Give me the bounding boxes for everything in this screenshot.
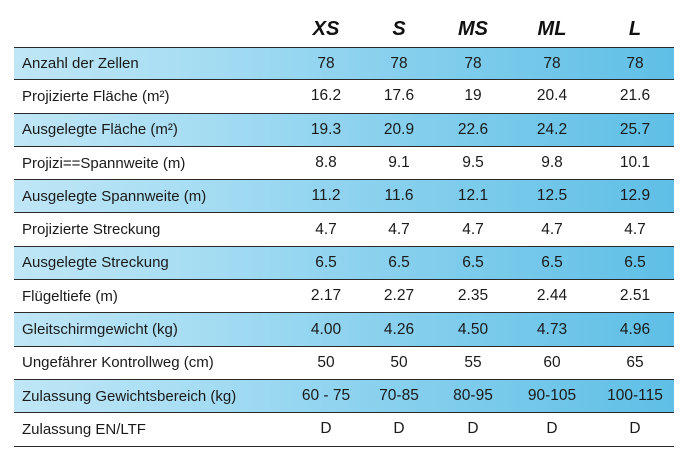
table-cell: 4.96 [619,320,651,338]
header-size-l: L [628,18,642,40]
table-cell: 9.8 [541,154,563,172]
table-cell: 20.9 [383,120,415,138]
table-cell: 12.1 [457,187,489,205]
table-cell: 50 [390,353,408,371]
table-cell: 2.27 [383,287,415,305]
table-cell: 6.5 [315,253,337,271]
row-label: Ausgelegte Spannweite (m) [22,187,207,205]
table-cell: D [467,420,479,438]
row-label: Gleitschirmgewicht (kg) [22,321,178,339]
table-cell: 70-85 [379,387,419,405]
table-cell: 4.7 [462,220,484,238]
table-cell: 78 [317,54,335,72]
table-row: Ungefährer Kontrollweg (cm) 50 50 55 60 65 [14,347,674,380]
table-cell: 19 [464,87,482,105]
table-cell: 78 [543,54,561,72]
row-label: Ausgelegte Fläche (m²) [22,121,178,139]
row-label: Zulassung Gewichtsbereich (kg) [22,387,237,405]
table-cell: 4.7 [624,220,646,238]
table-cell: 10.1 [619,154,651,172]
table-cell: 6.5 [462,253,484,271]
table-cell: 6.5 [624,253,646,271]
table-cell: 11.2 [311,187,341,205]
table-row: Gleitschirmgewicht (kg) 4.00 4.26 4.50 4.73 4… [14,313,674,347]
table-cell: 24.2 [536,120,568,138]
table-cell: 11.6 [384,187,414,205]
row-label: Projizierte Fläche (m²) [22,87,170,105]
table-cell: 4.7 [388,220,410,238]
table-cell: 4.7 [541,220,563,238]
table-cell: 2.35 [457,287,489,305]
header-size-ms: MS [458,18,488,40]
table-row: Ausgelegte Streckung 6.5 6.5 6.5 6.5 6.5 [14,246,674,281]
table-row: Ausgelegte Spannweite (m) 11.2 11.6 12.1 12.… [14,180,674,214]
table-cell: 22.6 [457,120,489,138]
table-cell: 80-95 [453,387,493,405]
row-label: Anzahl der Zellen [22,55,139,73]
table-cell: 78 [626,54,644,72]
table-cell: D [546,420,558,438]
header-size-s: S [392,18,406,40]
table-cell: 78 [464,54,482,72]
table-cell: 20.4 [536,87,568,105]
table-cell: 2.17 [310,287,342,305]
table-cell: 9.5 [462,154,484,172]
table-cell: 16.2 [310,87,342,105]
table-cell: 65 [626,353,644,371]
table-row: Ausgelegte Fläche (m²) 19.3 20.9 22.6 24.2 25… [14,113,674,147]
table-cell: 4.26 [383,320,415,338]
table-cell: 21.6 [619,87,651,105]
header-size-xs: XS [312,18,340,40]
table-cell: 9.1 [388,154,410,172]
header-size-ml: ML [537,18,567,40]
table-cell: D [320,420,332,438]
table-row: Zulassung Gewichtsbereich (kg) 60 - 75 70-… [14,379,674,414]
table-cell: D [393,420,405,438]
table-cell: 4.50 [457,320,489,338]
table-cell: 8.8 [315,154,337,172]
table-cell: 6.5 [388,253,410,271]
table-cell: 50 [317,353,335,371]
table-cell: 4.00 [310,320,342,338]
table-row: Zulassung EN/LTF D D D D D [14,413,674,447]
table-cell: 12.9 [619,187,651,205]
table-row: Anzahl der Zellen 78 78 78 78 78 [14,47,674,81]
table-cell: 4.73 [536,320,568,338]
row-label: Flügeltiefe (m) [22,287,118,305]
table-row: Projizi==Spannweite (m) 8.8 9.1 9.5 9.8 10.1 [14,147,674,181]
table-cell: 25.7 [619,120,651,138]
table-cell: 6.5 [541,253,563,271]
table-cell: 17.6 [383,87,415,105]
row-label: Projizi==Spannweite (m) [22,154,186,172]
table-row: Flügeltiefe (m) 2.17 2.27 2.35 2.44 2.51 [14,280,674,314]
row-label: Zulassung EN/LTF [22,420,146,438]
table-cell: 100-115 [607,387,663,405]
table-cell: 60 [543,353,561,371]
table-cell: 12.5 [536,187,568,205]
row-label: Ausgelegte Streckung [22,254,169,272]
table-cell: 90-105 [527,387,577,405]
table-cell: 4.7 [315,220,337,238]
row-label: Ungefährer Kontrollweg (cm) [22,354,214,372]
row-label: Projizierte Streckung [22,221,161,239]
table-cell: 60 - 75 [301,387,351,405]
table-row: Projizierte Fläche (m²) 16.2 17.6 19 20.4 21.… [14,80,674,114]
table-cell: D [629,420,641,438]
table-cell: 19.3 [310,120,342,138]
table-cell: 2.51 [619,287,651,305]
table-cell: 2.44 [536,287,568,305]
table-cell: 55 [464,353,482,371]
spec-table: Anzahl der Zellen 78 78 78 78 78 Projizierte F… [14,47,674,447]
table-cell: 78 [390,54,408,72]
size-header-row: XS S MS ML L [0,12,689,46]
table-row: Projizierte Streckung 4.7 4.7 4.7 4.7 4.7 [14,213,674,247]
